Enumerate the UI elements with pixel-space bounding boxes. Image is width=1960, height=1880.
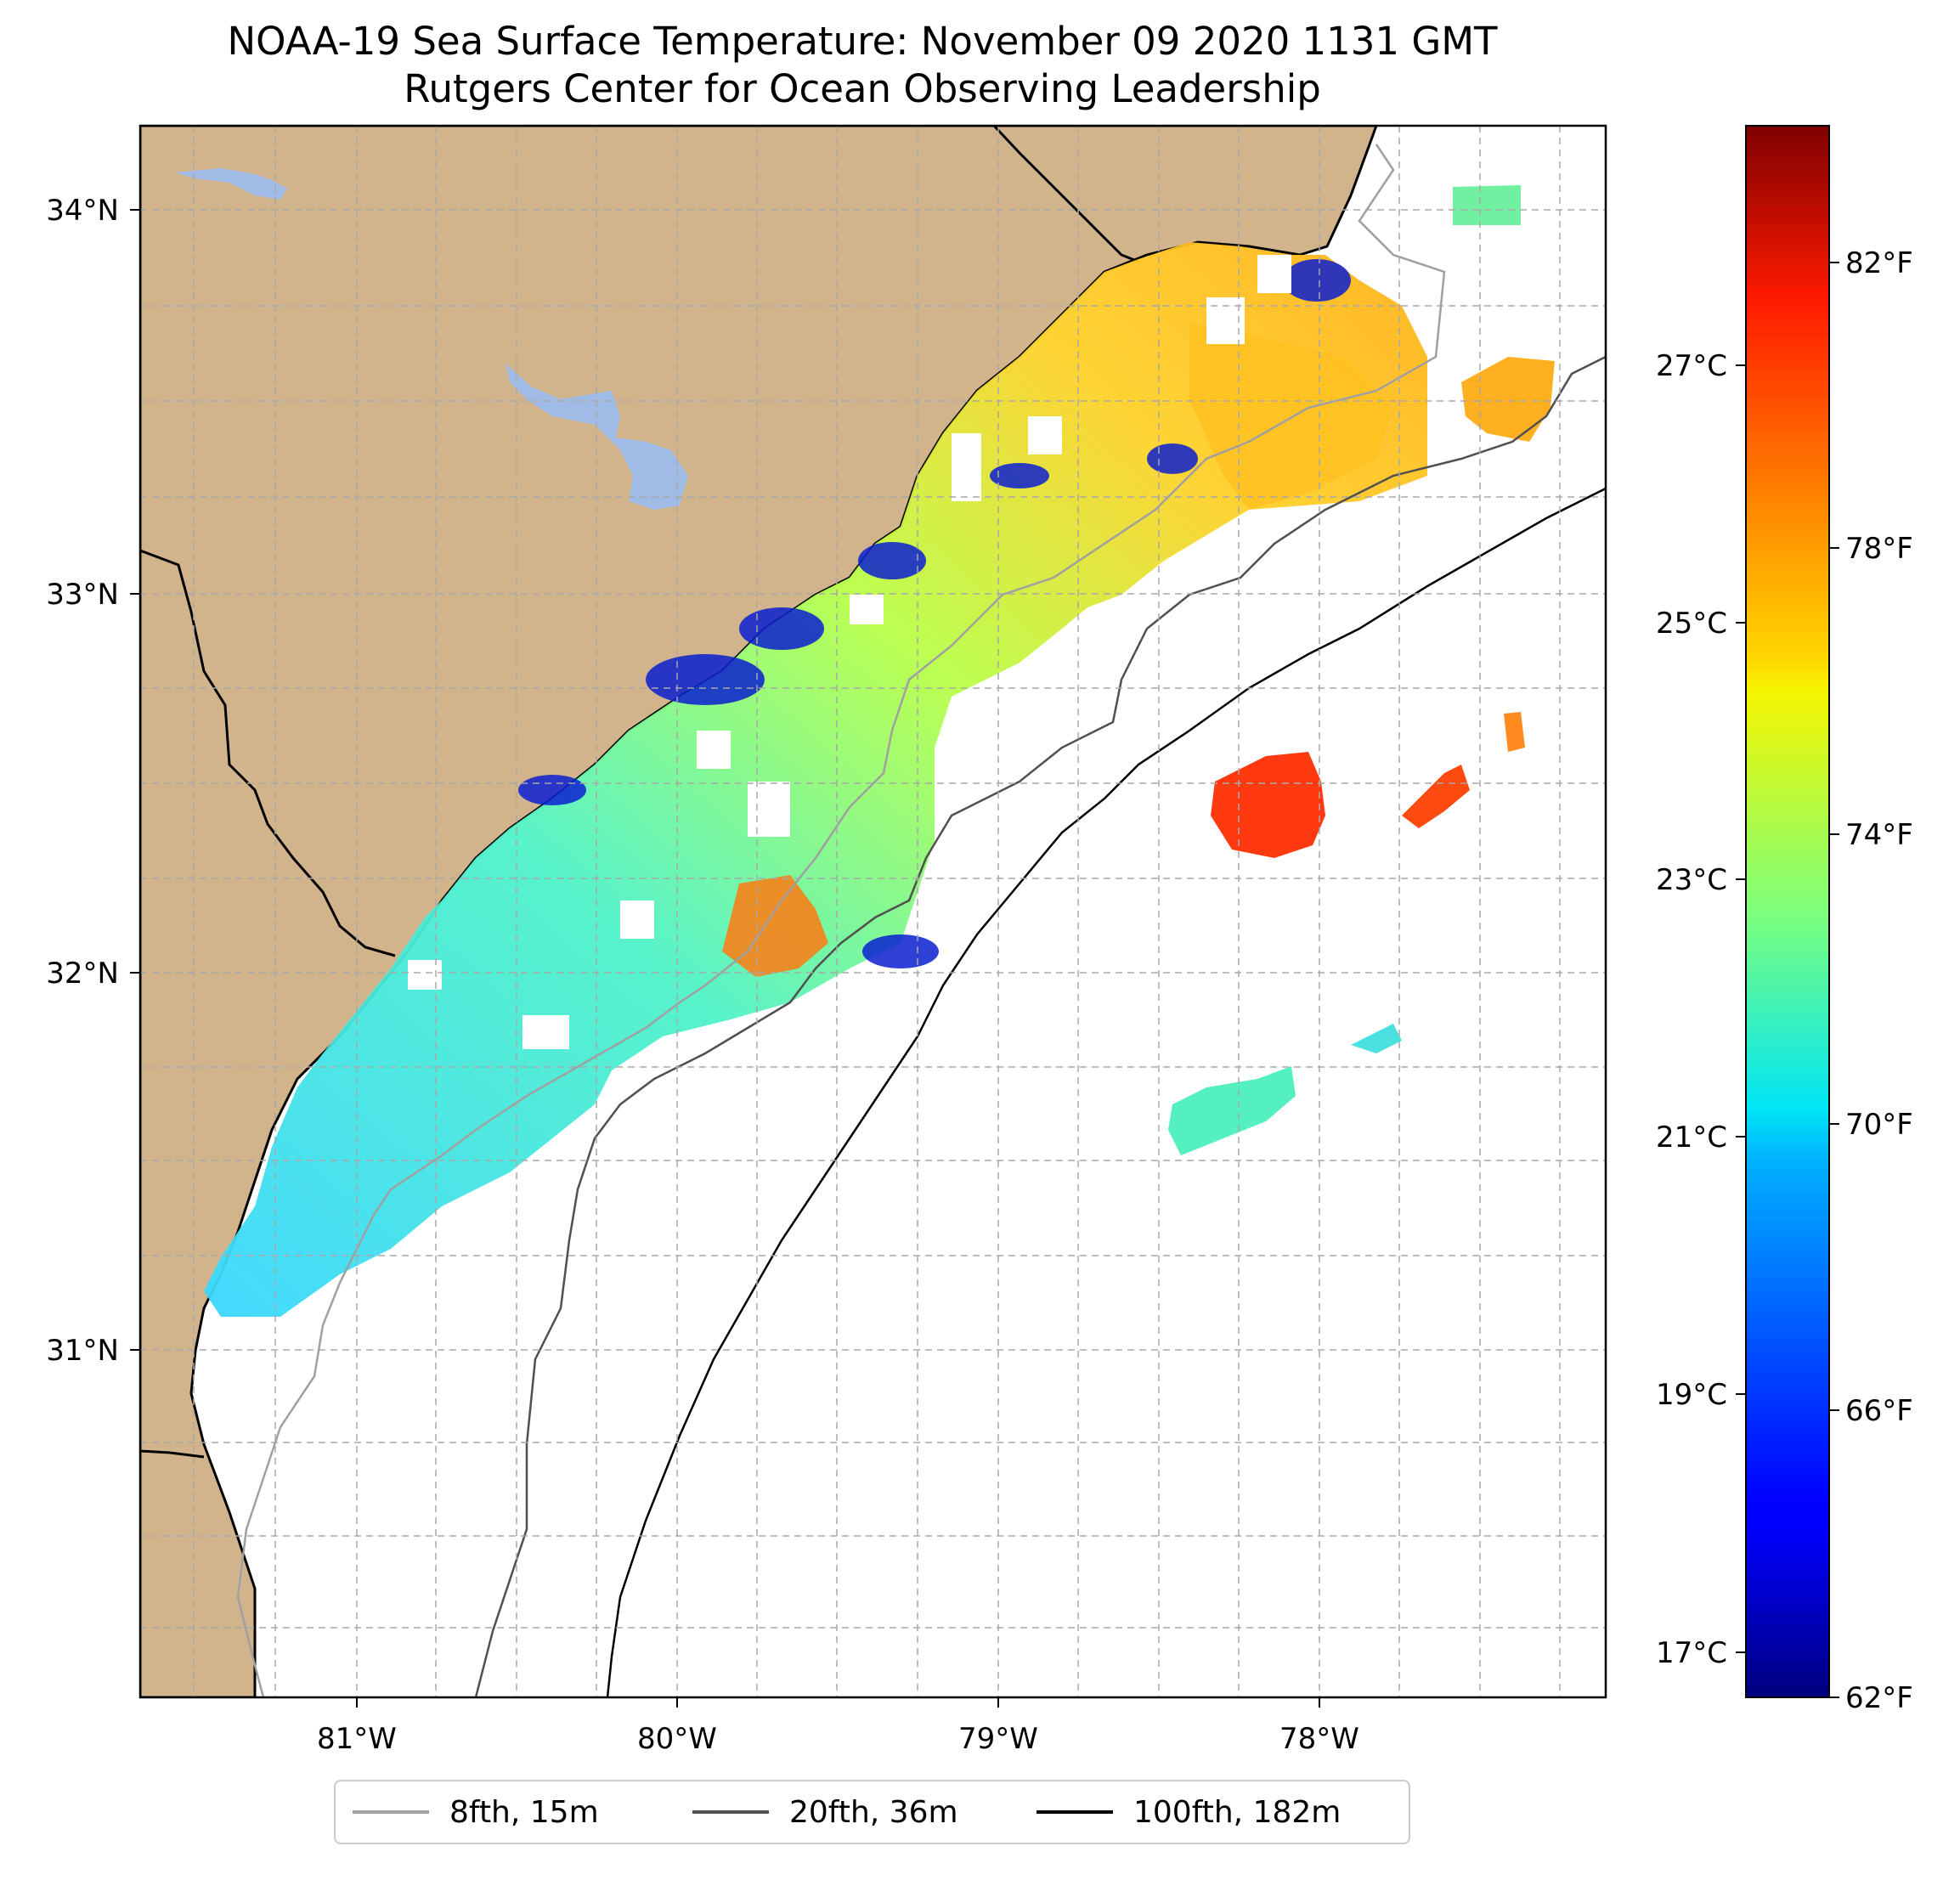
lat-label: 31°N xyxy=(46,1334,119,1368)
lake-moultrie xyxy=(506,364,688,510)
state-boundary xyxy=(140,549,396,957)
legend-swatch xyxy=(353,1810,429,1814)
colorbar-f-label: 62°F xyxy=(1845,1681,1913,1715)
colorbar-f-label: 74°F xyxy=(1845,818,1913,852)
colorbar-f-label: 78°F xyxy=(1845,532,1913,566)
isobath-20fth xyxy=(474,355,1606,1697)
sst-offshore-blob xyxy=(1453,185,1521,225)
colorbar-f-label: 70°F xyxy=(1845,1108,1913,1142)
sst-offshore-blob xyxy=(1504,712,1525,752)
sst-offshore-blob xyxy=(1168,1066,1296,1155)
legend-label: 100fth, 182m xyxy=(1133,1794,1341,1830)
legend-item: 20fth, 36m xyxy=(692,1793,958,1831)
lake-marion xyxy=(174,168,287,200)
graticule xyxy=(140,126,1606,1697)
colorbar-c-label: 27°C xyxy=(1656,349,1727,383)
map-subtitle: Rutgers Center for Ocean Observing Leade… xyxy=(404,66,1321,111)
colorbar-ticks-c xyxy=(1736,364,1746,1653)
colorbar xyxy=(1745,125,1830,1698)
legend-item: 100fth, 182m xyxy=(1036,1793,1341,1831)
state-boundary xyxy=(140,1449,205,1459)
colorbar-c-label: 21°C xyxy=(1656,1121,1727,1155)
lon-label: 78°W xyxy=(1279,1722,1359,1756)
lat-label: 33°N xyxy=(46,578,119,612)
sst-cold-patches xyxy=(518,259,1351,968)
isobath-100fth xyxy=(606,487,1606,1697)
map-frame xyxy=(138,124,1607,1699)
lat-label: 34°N xyxy=(46,194,119,228)
map-title: NOAA-19 Sea Surface Temperature: Novembe… xyxy=(227,19,1498,64)
lon-label: 79°W xyxy=(958,1722,1038,1756)
colorbar-f-label: 82°F xyxy=(1845,246,1913,280)
colorbar-c-label: 17°C xyxy=(1656,1636,1727,1670)
sst-offshore-blob xyxy=(1402,765,1470,828)
colorbar-ticks-f xyxy=(1829,262,1839,1698)
sst-swath xyxy=(204,242,1427,1317)
sst-offshore-blob xyxy=(1351,1024,1402,1053)
isobath-8fth xyxy=(236,144,1446,1697)
colorbar-c-label: 23°C xyxy=(1656,863,1727,897)
lon-label: 81°W xyxy=(317,1722,397,1756)
legend-item: 8fth, 15m xyxy=(353,1793,599,1831)
lon-label: 80°W xyxy=(637,1722,717,1756)
legend-label: 8fth, 15m xyxy=(449,1794,599,1830)
sst-offshore-blob xyxy=(1461,357,1555,442)
isobath-legend: 8fth, 15m 20fth, 36m 100fth, 182m xyxy=(334,1780,1410,1844)
lat-label: 32°N xyxy=(46,957,119,991)
axis-ticks xyxy=(130,209,1320,1708)
colorbar-c-label: 19°C xyxy=(1656,1378,1727,1412)
colorbar-c-label: 25°C xyxy=(1656,607,1727,641)
colorbar-f-label: 66°F xyxy=(1845,1394,1913,1428)
legend-swatch xyxy=(1036,1810,1113,1814)
legend-label: 20fth, 36m xyxy=(789,1794,958,1830)
state-boundary xyxy=(992,126,1139,263)
legend-swatch xyxy=(692,1810,769,1814)
